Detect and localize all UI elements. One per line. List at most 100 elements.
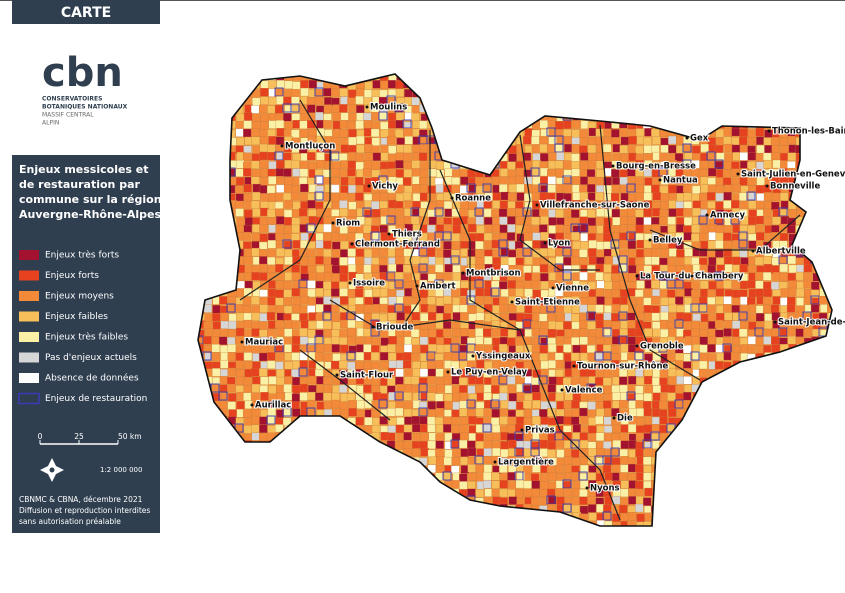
commune bbox=[236, 209, 244, 217]
commune bbox=[740, 161, 748, 169]
commune bbox=[348, 289, 356, 297]
commune bbox=[236, 129, 244, 137]
commune bbox=[363, 113, 371, 121]
commune bbox=[508, 88, 516, 96]
commune bbox=[373, 153, 381, 161]
commune bbox=[475, 296, 483, 304]
credit-line: CBNMC & CBNA, décembre 2021 bbox=[19, 495, 143, 504]
commune bbox=[316, 465, 324, 473]
commune bbox=[508, 440, 516, 448]
commune bbox=[700, 72, 708, 80]
commune bbox=[603, 273, 611, 281]
city-dot bbox=[332, 222, 335, 225]
commune bbox=[387, 449, 395, 457]
commune bbox=[805, 88, 813, 96]
commune bbox=[452, 185, 460, 193]
commune bbox=[804, 80, 812, 88]
commune bbox=[195, 144, 203, 152]
commune bbox=[236, 401, 244, 409]
commune bbox=[828, 328, 836, 336]
commune bbox=[445, 401, 453, 409]
commune bbox=[396, 529, 404, 537]
commune bbox=[661, 105, 669, 113]
commune bbox=[372, 122, 380, 130]
restoration-outline bbox=[211, 520, 219, 528]
commune bbox=[795, 362, 803, 370]
commune bbox=[723, 304, 731, 312]
commune bbox=[347, 168, 355, 176]
commune bbox=[692, 105, 700, 113]
commune bbox=[309, 80, 317, 88]
commune bbox=[573, 520, 581, 528]
commune bbox=[252, 504, 260, 512]
commune bbox=[588, 448, 596, 456]
commune bbox=[493, 497, 501, 505]
logo-line: ALPIN bbox=[42, 120, 59, 127]
commune bbox=[283, 520, 291, 528]
commune bbox=[812, 441, 820, 449]
commune bbox=[236, 81, 244, 89]
commune bbox=[723, 89, 731, 97]
commune bbox=[427, 152, 435, 160]
commune bbox=[460, 97, 468, 105]
commune bbox=[717, 392, 725, 400]
commune bbox=[668, 185, 676, 193]
commune bbox=[460, 136, 468, 144]
commune bbox=[804, 192, 812, 200]
commune bbox=[597, 89, 605, 97]
commune bbox=[227, 377, 235, 385]
commune bbox=[332, 242, 340, 250]
commune bbox=[444, 304, 452, 312]
commune bbox=[596, 217, 604, 225]
commune bbox=[740, 488, 748, 496]
commune bbox=[277, 497, 285, 505]
commune bbox=[452, 530, 460, 538]
commune bbox=[403, 297, 411, 305]
commune bbox=[196, 226, 204, 234]
commune bbox=[715, 402, 723, 410]
commune bbox=[419, 153, 427, 161]
commune bbox=[357, 410, 365, 418]
commune bbox=[756, 81, 764, 89]
commune bbox=[493, 129, 501, 137]
commune bbox=[387, 473, 395, 481]
commune bbox=[621, 344, 629, 352]
commune bbox=[253, 281, 261, 289]
legend-swatch bbox=[19, 291, 39, 301]
commune bbox=[579, 529, 587, 537]
commune bbox=[324, 217, 332, 225]
commune bbox=[725, 97, 733, 105]
commune bbox=[516, 89, 524, 97]
commune bbox=[733, 281, 741, 289]
commune bbox=[572, 489, 580, 497]
commune bbox=[412, 416, 420, 424]
commune bbox=[332, 474, 340, 482]
commune bbox=[820, 265, 828, 273]
commune bbox=[324, 464, 332, 472]
commune bbox=[684, 81, 692, 89]
commune bbox=[603, 82, 611, 90]
commune bbox=[805, 138, 813, 146]
commune bbox=[484, 441, 492, 449]
commune bbox=[317, 480, 325, 488]
commune bbox=[372, 218, 380, 226]
commune bbox=[468, 386, 476, 394]
restoration-outline bbox=[827, 88, 835, 96]
commune bbox=[677, 105, 685, 113]
commune bbox=[620, 449, 628, 457]
commune bbox=[692, 466, 700, 474]
commune bbox=[804, 434, 812, 442]
commune bbox=[387, 514, 395, 522]
commune bbox=[485, 74, 493, 82]
commune bbox=[436, 225, 444, 233]
commune bbox=[661, 138, 669, 146]
commune bbox=[355, 321, 363, 329]
commune bbox=[732, 465, 740, 473]
commune bbox=[723, 512, 731, 520]
commune bbox=[563, 160, 571, 168]
commune bbox=[268, 297, 276, 305]
commune bbox=[252, 528, 260, 536]
commune bbox=[220, 168, 228, 176]
commune bbox=[763, 345, 771, 353]
restoration-outline bbox=[467, 104, 475, 112]
